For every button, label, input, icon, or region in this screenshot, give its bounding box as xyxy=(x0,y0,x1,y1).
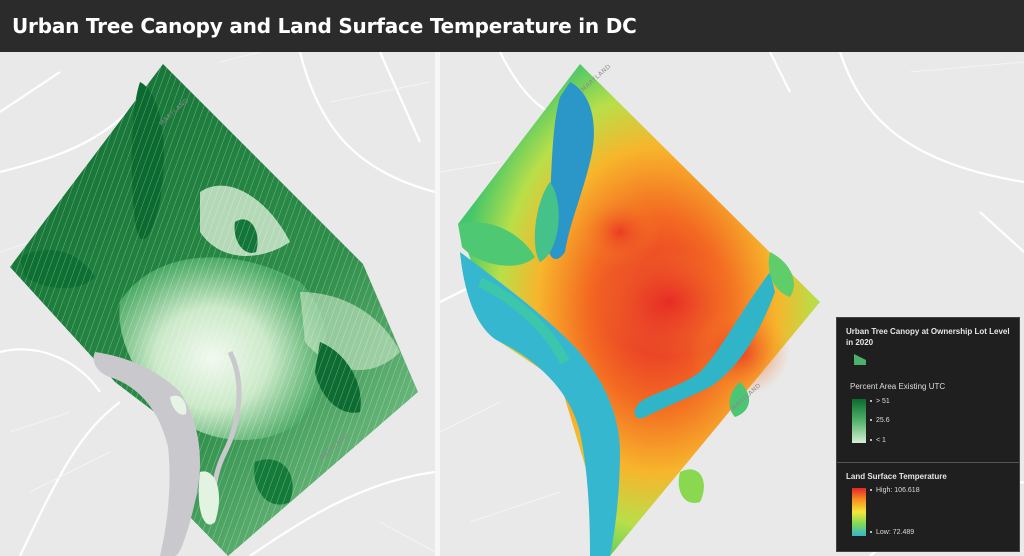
tree-canopy-map-canvas[interactable] xyxy=(0,52,435,556)
lst-color-ramp xyxy=(852,488,866,536)
legend-canopy-subtitle: Percent Area Existing UTC xyxy=(850,382,946,391)
legend-lst-title: Land Surface Temperature xyxy=(846,472,947,481)
lst-tick-high: High: 106.618 xyxy=(870,487,920,494)
canopy-tick-low: < 1 xyxy=(870,437,886,444)
cool-zone-rock-creek xyxy=(547,82,594,260)
legend-canopy-title: Urban Tree Canopy at Ownership Lot Level… xyxy=(846,327,1010,347)
tree-canopy-map[interactable]: MARYLAND MARYLAND xyxy=(0,52,435,556)
canopy-layer-swatch-icon xyxy=(854,354,866,365)
cool-zone-anacostia xyxy=(634,272,775,419)
canopy-color-ramp xyxy=(852,399,866,443)
page-title: Urban Tree Canopy and Land Surface Tempe… xyxy=(12,14,637,38)
legend-canopy-section: Urban Tree Canopy at Ownership Lot Level… xyxy=(837,318,1019,463)
app-header: Urban Tree Canopy and Land Surface Tempe… xyxy=(0,0,1024,52)
map-divider xyxy=(435,52,440,556)
map-legend: Urban Tree Canopy at Ownership Lot Level… xyxy=(836,317,1020,552)
basemap-minor-roads xyxy=(0,52,435,553)
canopy-tick-mid: 25.6 xyxy=(870,417,890,424)
cool-zone-potomac xyxy=(460,252,620,556)
lst-tick-low: Low: 72.489 xyxy=(870,529,914,536)
land-surface-temperature-map-canvas[interactable] xyxy=(440,52,1024,556)
canopy-tick-high: > 51 xyxy=(870,398,890,405)
